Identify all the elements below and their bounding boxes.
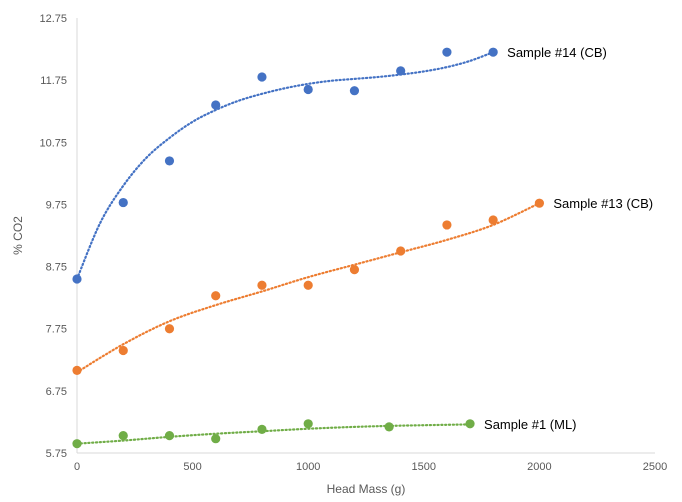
y-axis-ticks: 5.75 6.75 7.75 8.75 9.75 10.75 11.75 12.75 [39,13,67,460]
data-point [211,291,221,301]
data-point [164,431,175,441]
data-point [164,324,175,334]
data-point [118,431,128,441]
trendline [75,423,472,445]
y-tick-label: 6.75 [46,386,67,398]
data-point [118,197,128,208]
series-label: Sample #13 (CB) [553,196,653,211]
data-point [349,86,360,96]
x-axis-title: Head Mass (g) [327,482,406,496]
data-point [396,66,406,76]
series-2: Sample #1 (ML) [72,417,577,449]
x-axis-ticks: 0 500 1000 1500 2000 2500 [74,461,667,473]
y-tick-label: 7.75 [46,324,67,336]
data-point [211,434,221,444]
data-point [257,72,267,82]
data-point [257,280,267,290]
y-tick-label: 9.75 [46,199,67,211]
data-point [303,84,313,95]
x-tick-label: 2000 [527,461,551,473]
y-tick-label: 11.75 [40,75,67,87]
data-point [349,265,360,275]
series-layer: Sample #14 (CB) Sample #13 (CB) Sample #1 … [72,45,653,449]
data-point [257,424,267,434]
series-0: Sample #14 (CB) [72,45,607,284]
x-tick-label: 1000 [296,461,320,473]
data-point [488,47,498,57]
data-point [72,274,82,284]
data-point [396,246,406,256]
data-point [384,422,394,432]
data-point [164,156,175,166]
data-point [465,419,475,429]
y-tick-label: 10.75 [39,137,67,149]
x-tick-label: 500 [183,461,201,473]
series-1: Sample #13 (CB) [72,196,653,375]
data-point [211,100,221,110]
y-axis-title: % CO2 [11,216,25,255]
data-point [442,220,452,230]
y-tick-label: 12.75 [39,13,67,25]
y-tick-label: 5.75 [46,448,67,460]
trendline [75,202,541,374]
data-point [303,280,313,290]
data-point [442,47,452,57]
y-tick-label: 8.75 [46,262,67,274]
series-label: Sample #14 (CB) [507,45,607,60]
data-point [303,419,313,429]
data-point [488,215,498,225]
x-tick-label: 0 [74,461,80,473]
data-point [534,198,545,208]
x-tick-label: 1500 [412,461,436,473]
trendline [75,51,495,281]
data-point [72,439,82,449]
data-point [72,365,82,375]
data-point [118,345,128,356]
series-label: Sample #1 (ML) [484,417,576,432]
x-tick-label: 2500 [643,461,667,473]
